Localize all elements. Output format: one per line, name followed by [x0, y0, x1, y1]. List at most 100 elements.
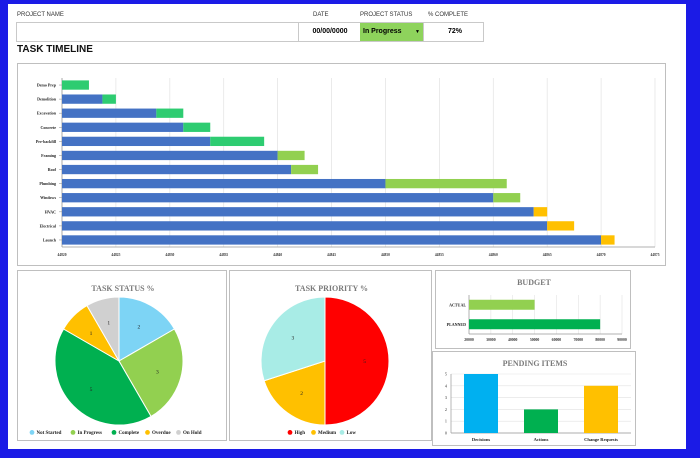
legend-marker: [111, 430, 117, 435]
gantt-x-tick: 44860: [489, 253, 498, 257]
pending-y-tick: 1: [445, 419, 447, 424]
legend-marker: [287, 430, 293, 435]
gantt-x-tick: 44835: [219, 253, 228, 257]
budget-x-tick: 20000: [464, 338, 474, 342]
pending-bar: [464, 374, 498, 433]
gantt-base-bar: [62, 235, 602, 245]
pie-title: TASK PRIORITY %: [295, 284, 368, 293]
gantt-category-label: HVAC: [45, 209, 56, 214]
status-value: In Progress: [363, 28, 402, 35]
legend-label: Complete: [119, 431, 140, 436]
legend-label: In Progress: [78, 431, 102, 436]
budget-svg: BUDGET 20000 30000 40000 50000 60000 70000 8000…: [447, 278, 627, 342]
section-title: TASK TIMELINE: [17, 44, 93, 55]
pie-data-label: 3: [292, 336, 295, 342]
gantt-x-tick: 44840: [273, 253, 282, 257]
legend-marker: [145, 430, 150, 435]
gantt-duration-bar: [277, 150, 305, 161]
pie-data-label: 3: [156, 369, 159, 375]
project-status-label: PROJECT STATUS: [360, 12, 413, 18]
pending-y-tick: 3: [445, 395, 447, 400]
gantt-category-label: Excavation: [37, 111, 57, 116]
gantt-svg: 44820 44825 44830 44835 44840 44845 44850 44855…: [36, 78, 660, 257]
gantt-category-label: Roof: [48, 167, 57, 172]
gantt-x-tick: 44850: [381, 253, 390, 257]
budget-bar: [469, 299, 535, 310]
gantt-base-bar: [62, 150, 278, 161]
project-dashboard: PROJECT NAME DATE PROJECT STATUS % COMPL…: [8, 4, 686, 449]
gantt-category-label: Windows: [40, 195, 56, 200]
gantt-duration-bar: [547, 221, 575, 231]
budget-category-label: PLANNED: [447, 322, 466, 327]
budget-x-tick: 30000: [486, 338, 496, 342]
task-status-svg: TASK STATUS % 2 3 5 1 1 Not Started In Progress…: [29, 284, 202, 436]
budget-x-tick: 40000: [508, 338, 518, 342]
budget-bar: [469, 319, 601, 330]
gantt-base-bar: [62, 193, 494, 203]
gantt-base-bar: [62, 164, 292, 175]
pie-slice: [263, 360, 326, 426]
pct-complete-label: % COMPLETE: [428, 12, 469, 18]
task-priority-panel: TASK PRIORITY % 5 2 3 High Medium Low: [229, 270, 432, 441]
gantt-x-tick: 44875: [651, 253, 660, 257]
budget-x-tick: 60000: [552, 338, 562, 342]
legend-label: High: [295, 431, 306, 436]
gantt-duration-bar: [385, 178, 507, 189]
pie-slice: [86, 296, 120, 363]
pending-y-tick: 2: [445, 407, 447, 412]
gantt-x-tick: 44845: [327, 253, 336, 257]
pie-slice: [118, 328, 184, 418]
pie-data-label: 1: [90, 331, 93, 337]
gantt-x-tick: 44825: [111, 253, 120, 257]
pending-category-label: Actions: [534, 437, 549, 442]
legend-label: Medium: [318, 431, 337, 436]
gantt-x-tick: 44820: [58, 253, 67, 257]
budget-panel: BUDGET 20000 30000 40000 50000 60000 70000 8000…: [435, 270, 631, 349]
legend-marker: [176, 430, 181, 435]
date-field[interactable]: 00/00/0000: [298, 23, 361, 41]
pie-slice: [260, 296, 326, 382]
legend-marker: [29, 430, 35, 435]
gantt-category-label: Framing: [41, 153, 56, 158]
pie-slice: [324, 296, 390, 426]
budget-x-tick: 50000: [530, 338, 540, 342]
status-dropdown[interactable]: In Progress ▼: [360, 23, 423, 41]
chevron-down-icon: ▼: [415, 29, 420, 35]
pie-title: TASK STATUS %: [91, 284, 154, 293]
gantt-duration-bar: [210, 136, 265, 147]
budget-title: BUDGET: [517, 278, 551, 287]
pie-data-label: 5: [363, 359, 366, 365]
gantt-x-tick: 44865: [543, 253, 552, 257]
pie-data-label: 5: [90, 387, 93, 393]
pending-bar: [524, 409, 558, 433]
legend-marker: [70, 430, 76, 435]
task-status-panel: TASK STATUS % 2 3 5 1 1 Not Started In Progress…: [17, 270, 227, 441]
gantt-category-label: Plumbing: [39, 181, 56, 186]
gantt-duration-bar: [62, 80, 89, 90]
pending-title: PENDING ITEMS: [503, 359, 568, 368]
pie-slice: [54, 328, 152, 426]
project-name-label: PROJECT NAME: [17, 12, 64, 18]
gantt-base-bar: [62, 136, 211, 147]
pie-data-label: 2: [137, 325, 140, 331]
project-name-field[interactable]: [17, 23, 300, 41]
gantt-x-tick: 44870: [597, 253, 606, 257]
gantt-base-bar: [62, 94, 103, 104]
gantt-category-label: Demo Prep: [37, 83, 57, 88]
gantt-base-bar: [62, 221, 548, 231]
gantt-x-tick: 44830: [165, 253, 174, 257]
gantt-category-label: Pre-backfill: [36, 139, 57, 144]
pending-y-tick: 4: [445, 383, 448, 388]
gantt-base-bar: [62, 108, 157, 118]
budget-x-tick: 80000: [595, 338, 605, 342]
pending-items-svg: PENDING ITEMS 0 1 2 3 4 5 Decisions Actions Chang…: [445, 359, 631, 442]
gantt-base-bar: [62, 207, 534, 217]
gantt-duration-bar: [493, 193, 521, 203]
pending-category-label: Decisions: [472, 437, 491, 442]
gantt-base-bar: [62, 178, 386, 189]
gantt-category-label: Concrete: [41, 125, 57, 130]
task-timeline-chart: 44820 44825 44830 44835 44840 44845 44850 44855…: [17, 63, 666, 266]
gantt-duration-bar: [601, 235, 615, 245]
gantt-duration-bar: [183, 122, 211, 132]
date-label: DATE: [313, 12, 329, 18]
